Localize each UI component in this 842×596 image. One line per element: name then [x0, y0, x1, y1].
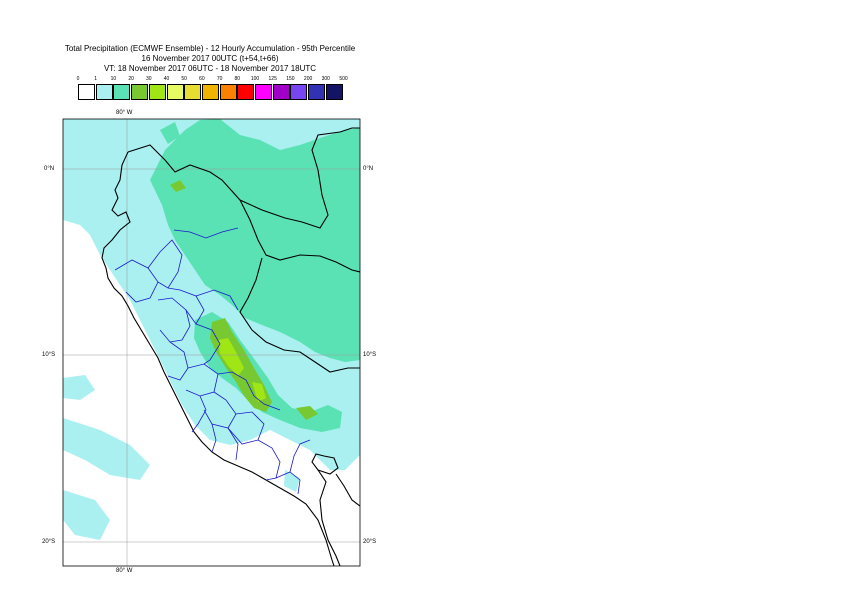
lat-label-right-1: 10°S: [363, 352, 377, 358]
lat-label-right-2: 20°S: [363, 539, 377, 545]
legend-swatch: [308, 84, 326, 100]
legend-label: 125: [268, 76, 277, 82]
map-title-line2: 16 November 2017 00UTC (t+54,t+66): [141, 54, 279, 63]
map-title-line3: VT: 18 November 2017 06UTC - 18 November…: [103, 64, 317, 73]
legend-swatch: [219, 84, 237, 100]
legend-swatch: [255, 84, 272, 100]
legend-swatch: [325, 84, 343, 100]
legend-label: 30: [146, 76, 152, 82]
legend-label: 500: [339, 76, 348, 82]
legend-label: 10: [110, 76, 117, 82]
legend-swatch: [290, 84, 308, 100]
legend-swatch: [184, 84, 202, 100]
lat-label-left-1: 10°S: [42, 352, 56, 358]
legend-label: 70: [216, 76, 223, 82]
legend-swatch: [113, 84, 131, 100]
lon-label-top: 80° W: [116, 110, 133, 116]
coastline: [101, 127, 360, 566]
lat-label-left-2: 20°S: [42, 539, 56, 545]
legend-swatch: [78, 84, 95, 100]
legend-label: 0: [76, 76, 80, 82]
lon-label-bottom: 80° W: [116, 568, 133, 574]
legend-swatch: [131, 84, 149, 100]
legend-swatch: [272, 84, 290, 100]
admin-boundaries: [114, 227, 311, 495]
legend-label: 20: [128, 76, 134, 82]
legend-label: 1: [94, 76, 98, 82]
legend-label: 300: [321, 76, 330, 82]
legend-swatch: [201, 84, 219, 100]
legend-swatch: [166, 84, 184, 100]
heavier-precip-field: [218, 338, 266, 402]
lat-label-right-0: 0°N: [363, 166, 374, 172]
legend-label: 80: [234, 76, 241, 82]
legend-label: 50: [181, 76, 187, 82]
lat-label-left-0: 0°N: [44, 166, 55, 172]
legend-label: 200: [303, 76, 313, 82]
map-frame: [62, 118, 361, 567]
legend-label: 150: [286, 76, 295, 82]
legend-swatch: [148, 84, 166, 100]
legend-label: 100: [250, 76, 260, 82]
legend-label: 40: [163, 76, 170, 82]
legend-label: 60: [199, 76, 205, 82]
map-title-line1: Total Precipitation (ECMWF Ensemble) - 1…: [64, 44, 356, 53]
graticule: [63, 119, 360, 566]
legend-swatch: [237, 84, 255, 100]
legend-swatch: [95, 84, 113, 100]
